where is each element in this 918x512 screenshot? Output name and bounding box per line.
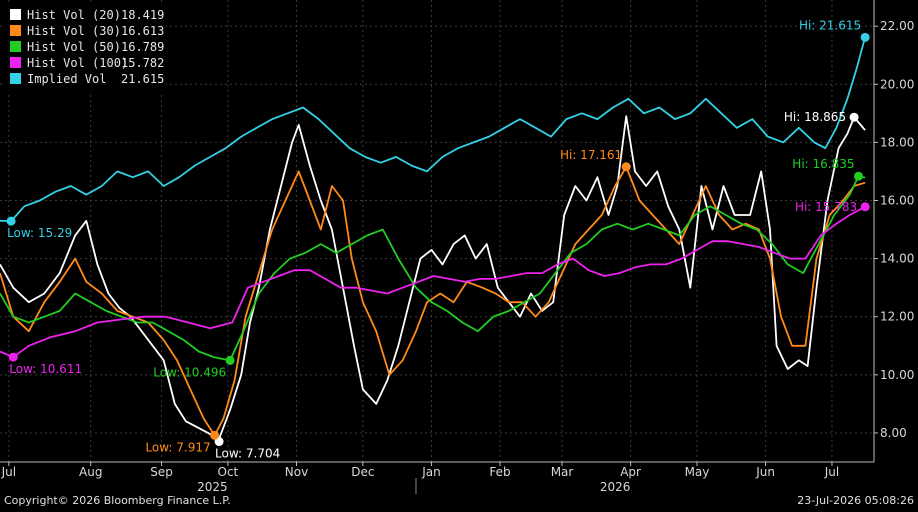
annotation-label: Low: 10.496 bbox=[153, 365, 226, 379]
y-axis: 8.00 10.00 12.00 14.00 16.00 18.00 20.00 22.00 bbox=[873, 0, 914, 462]
annotation-label: Low: 10.611 bbox=[9, 362, 82, 376]
y-tick-label: 14.00 bbox=[880, 252, 914, 266]
legend-swatch bbox=[10, 25, 21, 36]
legend-background bbox=[2, 4, 166, 94]
y-tick-label: 16.00 bbox=[880, 193, 914, 207]
x-tick-label: Jan bbox=[421, 465, 441, 479]
series-line-4 bbox=[0, 37, 866, 222]
x-tick-label: Oct bbox=[218, 465, 239, 479]
annotation-label: Hi: 17.161 bbox=[560, 148, 622, 162]
annotation-label: Low: 7.917 bbox=[145, 440, 210, 454]
annotation-label: Low: 15.29 bbox=[7, 226, 72, 240]
legend-series-value: 16.613 bbox=[121, 24, 164, 38]
annotation-label: Low: 7.704 bbox=[215, 447, 280, 461]
annotation-label: Hi: 15.783 bbox=[795, 200, 857, 214]
x-tick-label: Dec bbox=[351, 465, 374, 479]
series-line-0 bbox=[0, 115, 866, 440]
x-tick-label: Aug bbox=[79, 465, 102, 479]
legend-swatch bbox=[10, 57, 21, 68]
legend-series-value: 21.615 bbox=[121, 72, 164, 86]
legend-series-name: Implied Vol bbox=[27, 72, 106, 86]
annotation-marker bbox=[854, 171, 864, 181]
x-year-label: 2025 bbox=[197, 480, 228, 494]
x-year-label: 2026 bbox=[600, 480, 631, 494]
annotation-label: Hi: 16.835 bbox=[792, 157, 854, 171]
x-tick-label: May bbox=[685, 465, 710, 479]
legend-series-name: Hist Vol (100) bbox=[27, 56, 128, 70]
annotation-marker bbox=[210, 430, 220, 440]
annotation-marker bbox=[6, 216, 16, 226]
x-tick-label: Jul bbox=[824, 465, 839, 479]
legend-series-value: 18.419 bbox=[121, 8, 164, 22]
series-line-1 bbox=[0, 165, 866, 437]
legend-series-name: Hist Vol (50) bbox=[27, 40, 121, 54]
annotation-marker bbox=[860, 32, 870, 42]
legend-series-name: Hist Vol (20) bbox=[27, 8, 121, 22]
x-tick-label: Mar bbox=[551, 465, 574, 479]
series-line-2 bbox=[0, 175, 866, 362]
y-tick-label: 18.00 bbox=[880, 135, 914, 149]
annotation-marker bbox=[621, 162, 631, 172]
y-tick-label: 22.00 bbox=[880, 19, 914, 33]
annotation-marker bbox=[225, 355, 235, 365]
x-tick-label: Apr bbox=[620, 465, 641, 479]
legend-swatch bbox=[10, 73, 21, 84]
x-axis: Jul Aug Sep Oct Nov Dec Jan Feb Mar Apr May Jun Jul 2… bbox=[0, 461, 874, 494]
x-tick-label: Sep bbox=[150, 465, 173, 479]
legend-series-name: Hist Vol (30) bbox=[27, 24, 121, 38]
timestamp-text: 23-Jul-2026 05:08:26 bbox=[797, 494, 914, 507]
legend-swatch bbox=[10, 41, 21, 52]
x-tick-label: Jul bbox=[1, 465, 16, 479]
y-tick-label: 12.00 bbox=[880, 310, 914, 324]
annotation-label: Hi: 18.865 bbox=[784, 110, 846, 124]
annotations: Hi: 18.865 Low: 7.704 Hi: 17.161 Low: 7.917… bbox=[6, 18, 870, 461]
annotation-marker bbox=[860, 202, 870, 212]
legend-series-value: 15.782 bbox=[121, 56, 164, 70]
legend-swatch bbox=[10, 9, 21, 20]
copyright-text: Copyright© 2026 Bloomberg Finance L.P. bbox=[4, 494, 231, 507]
x-tick-label: Jun bbox=[755, 465, 775, 479]
y-tick-label: 10.00 bbox=[880, 368, 914, 382]
series-line-3 bbox=[0, 206, 866, 358]
legend-series-value: 16.789 bbox=[121, 40, 164, 54]
y-tick-label: 20.00 bbox=[880, 77, 914, 91]
annotation-marker bbox=[8, 352, 18, 362]
annotation-marker bbox=[849, 112, 859, 122]
x-tick-label: Feb bbox=[489, 465, 510, 479]
annotation-label: Hi: 21.615 bbox=[799, 18, 861, 32]
x-tick-label: Nov bbox=[285, 465, 308, 479]
series-lines bbox=[0, 37, 866, 440]
y-tick-label: 8.00 bbox=[880, 426, 907, 440]
